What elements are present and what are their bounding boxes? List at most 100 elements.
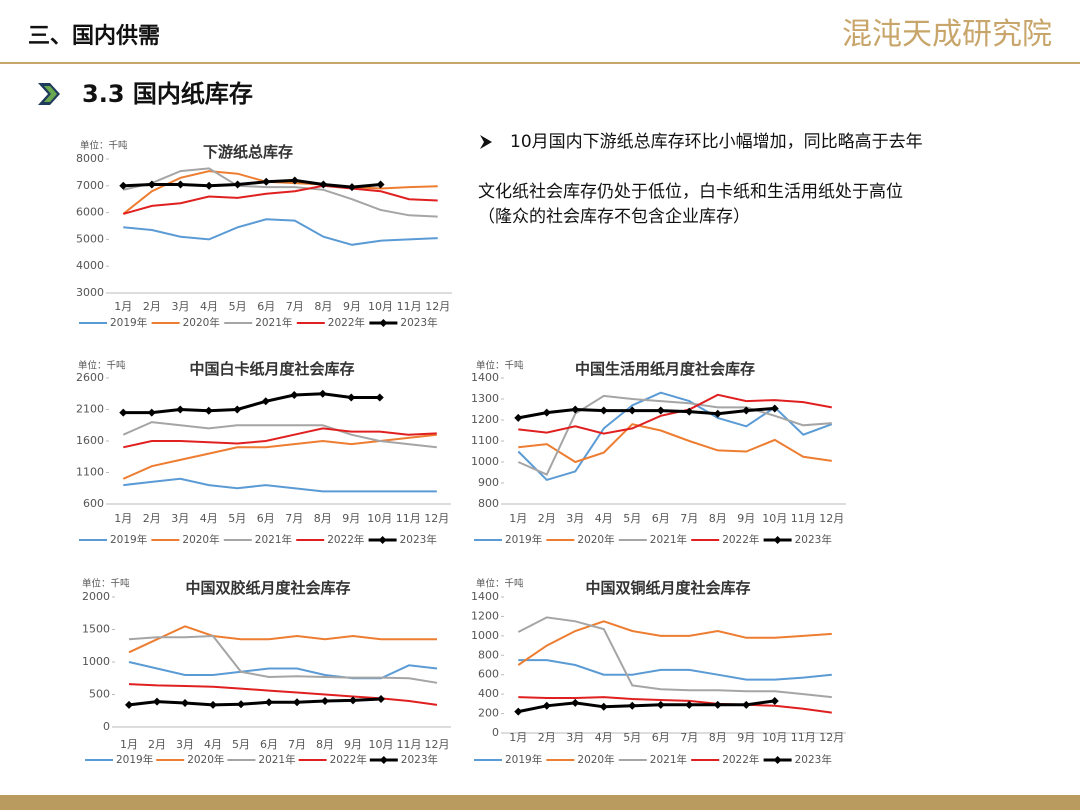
legend-label: 2019年 — [505, 753, 542, 766]
point-marker — [628, 701, 637, 710]
point-marker — [125, 700, 133, 709]
series-line — [128, 634, 438, 684]
x-tick-label: 9月 — [343, 300, 361, 313]
x-tick-label: 5月 — [623, 731, 641, 744]
point-marker — [176, 180, 185, 189]
unit-label: 单位：千吨 — [476, 360, 524, 372]
x-tick-label: 1月 — [114, 512, 132, 525]
legend-marker — [773, 536, 782, 544]
point-marker — [713, 409, 722, 418]
point-marker — [347, 183, 356, 192]
legend-label: 2022年 — [328, 316, 365, 329]
x-tick-label: 8月 — [709, 731, 727, 744]
x-tick-label: 4月 — [204, 738, 222, 751]
point-marker — [209, 700, 217, 709]
x-tick-label: 8月 — [316, 738, 334, 751]
x-tick-label: 2月 — [538, 512, 556, 525]
note: 10月国内下游纸总库存环比小幅增加，同比略高于去年 — [510, 132, 923, 152]
legend-label: 2019年 — [110, 316, 147, 329]
legend-label: 2019年 — [505, 533, 542, 546]
point-marker — [713, 700, 722, 709]
point-marker — [233, 405, 242, 414]
legend-label: 2021年 — [255, 533, 292, 546]
x-tick-label: 2月 — [143, 300, 161, 313]
x-tick-label: 3月 — [566, 512, 584, 525]
y-tick-label: 400 — [478, 687, 499, 700]
section-title: 三、国内供需 — [28, 23, 160, 49]
y-tick-label: 1500 — [82, 623, 110, 636]
y-tick-label: 1100 — [76, 466, 104, 479]
y-tick-label: 1200 — [471, 609, 499, 622]
series-line — [518, 659, 832, 681]
point-marker — [237, 700, 245, 709]
unit-label: 单位：千吨 — [78, 360, 126, 372]
series-line — [122, 421, 437, 449]
point-marker — [375, 393, 384, 402]
x-tick-label: 4月 — [200, 512, 218, 525]
x-tick-label: 3月 — [176, 738, 194, 751]
legend-marker — [378, 536, 387, 544]
y-tick-label: 1600 — [76, 434, 104, 447]
series-line — [517, 394, 832, 476]
logo: 混沌天成研究院 — [842, 17, 1052, 52]
x-tick-label: 10月 — [762, 731, 787, 744]
series-line — [517, 391, 833, 482]
x-tick-label: 11月 — [396, 512, 421, 525]
unit-label: 单位：千吨 — [80, 140, 128, 152]
x-tick-label: 10月 — [762, 512, 787, 525]
legend-label: 2020年 — [187, 753, 224, 766]
note: （隆众的社会库存不包含企业库存） — [478, 207, 750, 227]
y-tick-label: 1000 — [82, 655, 110, 668]
series-line — [518, 423, 832, 464]
x-tick-label: 5月 — [228, 512, 246, 525]
series-line — [518, 699, 776, 714]
x-tick-label: 12月 — [425, 738, 450, 751]
y-tick-label: 4000 — [76, 259, 104, 272]
y-tick-label: 0 — [492, 726, 499, 739]
unit-label: 单位：千吨 — [82, 578, 130, 590]
x-tick-label: 12月 — [819, 731, 844, 744]
point-marker — [261, 397, 270, 406]
point-marker — [599, 406, 608, 415]
point-marker — [377, 695, 385, 704]
point-marker — [119, 408, 128, 417]
y-tick-label: 8000 — [76, 152, 104, 165]
chevron-back — [38, 83, 60, 105]
point-marker — [347, 393, 356, 402]
point-marker — [628, 406, 637, 415]
point-marker — [153, 697, 161, 706]
point-marker — [770, 404, 779, 413]
legend-marker — [379, 319, 388, 327]
x-tick-label: 4月 — [200, 300, 218, 313]
point-marker — [319, 180, 328, 189]
series-line — [123, 178, 381, 189]
series-line — [123, 427, 437, 449]
point-marker — [656, 406, 665, 415]
y-tick-label: 7000 — [76, 179, 104, 192]
point-marker — [205, 181, 214, 190]
x-tick-label: 1月 — [120, 738, 138, 751]
x-tick-label: 6月 — [260, 738, 278, 751]
point-marker — [293, 698, 301, 707]
x-tick-label: 10月 — [369, 738, 394, 751]
x-tick-label: 9月 — [344, 738, 362, 751]
x-tick-label: 7月 — [680, 512, 698, 525]
y-tick-label: 0 — [103, 720, 110, 733]
y-tick-label: 800 — [478, 497, 499, 510]
point-marker — [599, 702, 608, 711]
x-tick-label: 6月 — [257, 512, 275, 525]
chart-title: 下游纸总库存 — [203, 143, 293, 161]
series-line — [517, 620, 832, 666]
point-marker — [321, 697, 329, 705]
x-tick-label: 8月 — [709, 512, 727, 525]
point-marker — [147, 408, 156, 417]
series-line — [518, 393, 832, 435]
series-line — [123, 392, 380, 415]
legend-label: 2019年 — [116, 753, 153, 766]
y-tick-label: 600 — [478, 668, 499, 681]
y-tick-label: 1000 — [471, 455, 499, 468]
x-tick-label: 4月 — [595, 731, 613, 744]
legend-label: 2021年 — [650, 533, 687, 546]
point-marker — [514, 707, 523, 716]
